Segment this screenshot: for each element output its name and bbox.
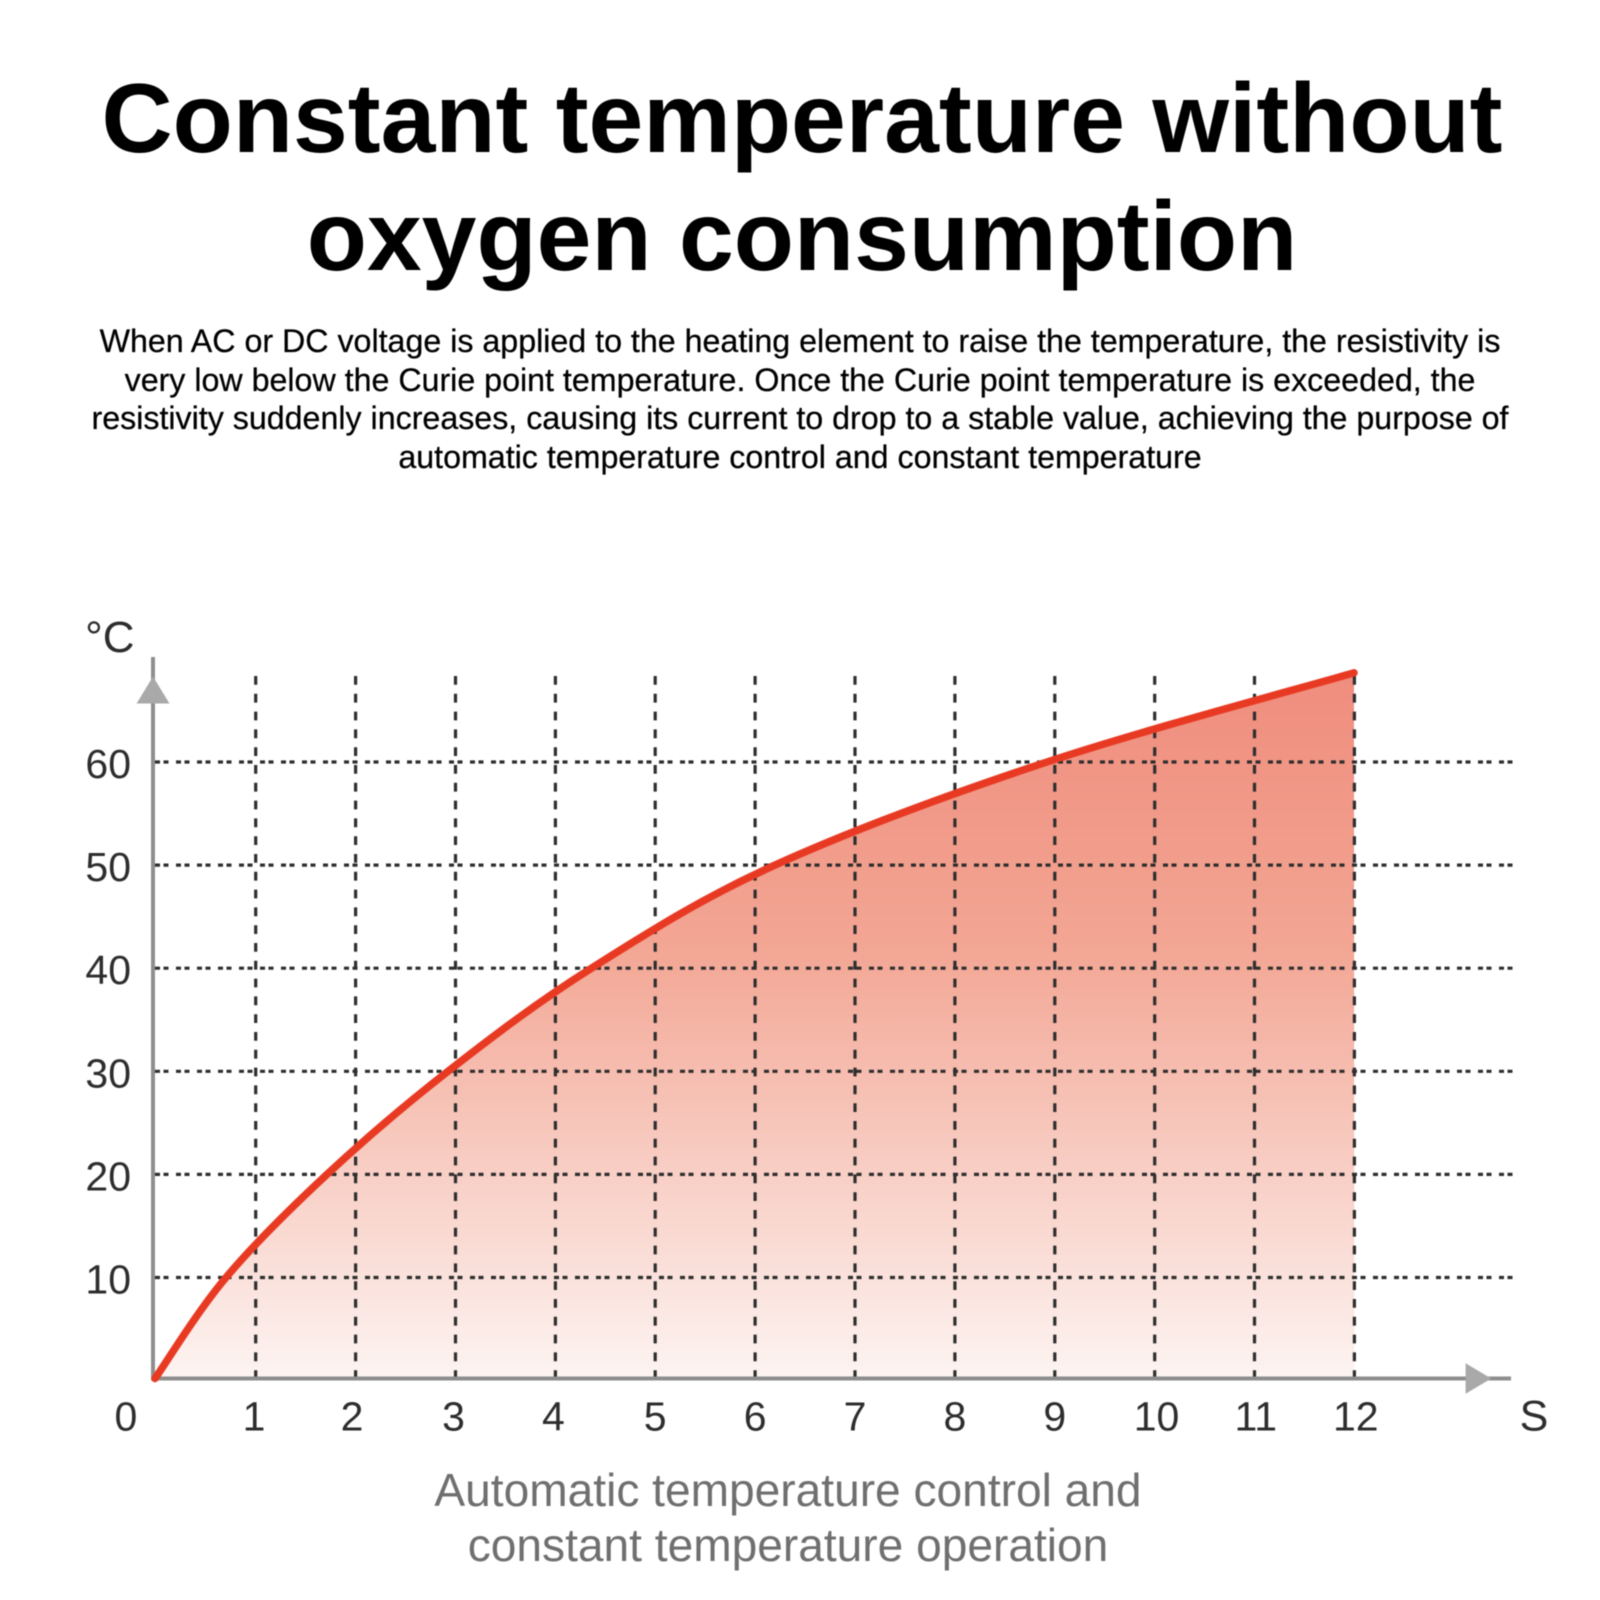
svg-text:20: 20 <box>85 1153 131 1199</box>
svg-text:5: 5 <box>644 1394 667 1440</box>
svg-text:10: 10 <box>1134 1394 1180 1440</box>
svg-text:12: 12 <box>1333 1394 1379 1440</box>
svg-text:0: 0 <box>114 1394 137 1440</box>
svg-text:1: 1 <box>243 1394 266 1440</box>
svg-text:°C: °C <box>85 613 134 662</box>
svg-text:6: 6 <box>744 1394 767 1440</box>
svg-text:2: 2 <box>341 1394 364 1440</box>
svg-text:4: 4 <box>542 1394 565 1440</box>
svg-text:11: 11 <box>1235 1394 1278 1440</box>
svg-text:8: 8 <box>943 1394 966 1440</box>
svg-text:9: 9 <box>1043 1394 1066 1440</box>
svg-text:S: S <box>1520 1393 1549 1441</box>
svg-text:30: 30 <box>85 1050 131 1096</box>
svg-text:50: 50 <box>85 844 131 890</box>
svg-text:10: 10 <box>85 1257 131 1303</box>
svg-text:40: 40 <box>85 947 131 993</box>
svg-text:60: 60 <box>85 741 131 787</box>
svg-text:7: 7 <box>844 1394 867 1440</box>
svg-text:3: 3 <box>442 1394 465 1440</box>
